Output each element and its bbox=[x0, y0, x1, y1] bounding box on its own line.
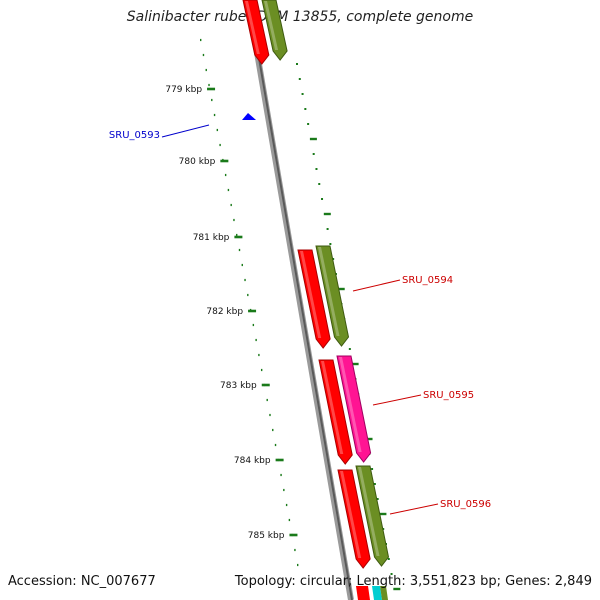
gene-sru0593-shape[interactable] bbox=[242, 113, 256, 120]
scale-tick-labels: 779 kbp 780 kbp 781 kbp 782 kbp 783 kbp 784 k… bbox=[165, 85, 284, 541]
gene-sru0596-olive[interactable] bbox=[355, 465, 390, 567]
gene-top-olive[interactable] bbox=[261, 0, 288, 61]
tick-label: 780 kbp bbox=[179, 157, 216, 167]
gene-bottom-olive[interactable] bbox=[380, 586, 388, 600]
gene-labels[interactable]: SRU_0593 SRU_0594 SRU_0595 SRU_0596 bbox=[109, 124, 491, 515]
tick-label: 782 kbp bbox=[206, 307, 243, 317]
gene-sru0596-red[interactable] bbox=[337, 469, 371, 569]
gene-sru0595-red-highlight bbox=[321, 361, 344, 454]
gene-bottom-red[interactable] bbox=[356, 586, 370, 600]
gene-sru0595-red-shape[interactable] bbox=[318, 359, 353, 465]
tick-label: 783 kbp bbox=[220, 381, 257, 391]
tick-label: 784 kbp bbox=[234, 456, 271, 466]
gene-sru0594-olive[interactable] bbox=[315, 245, 350, 347]
genome-backbone bbox=[245, 0, 354, 600]
gene-sru0596-red-highlight bbox=[340, 471, 362, 558]
gene-label-sru-0593[interactable]: SRU_0593 bbox=[109, 130, 160, 141]
gene-bottom-cyan[interactable] bbox=[372, 586, 382, 600]
tick-label: 779 kbp bbox=[165, 85, 202, 95]
gene-sru0595-magenta-shape[interactable] bbox=[336, 355, 372, 463]
gene-top-red[interactable] bbox=[242, 0, 270, 65]
accession-text: Accession: NC_007677 bbox=[8, 574, 156, 589]
map-title: Salinibacter ruber DSM 13855, complete g… bbox=[126, 9, 474, 25]
gene-top-red-shape[interactable] bbox=[242, 0, 270, 65]
gene-sru0594-red-highlight bbox=[300, 251, 322, 338]
gene-label-sru-0596[interactable]: SRU_0596 bbox=[440, 499, 491, 510]
gene-sru0594-red-shape[interactable] bbox=[297, 249, 331, 349]
gene-label-sru-0595[interactable]: SRU_0595 bbox=[423, 390, 474, 401]
gene-label-sru-0594[interactable]: SRU_0594 bbox=[402, 275, 453, 286]
gene-sru0594-red[interactable] bbox=[297, 249, 331, 349]
gene-sru0596-olive-highlight bbox=[358, 467, 380, 556]
gene-sru0595-magenta-highlight bbox=[339, 357, 362, 452]
gene-top-olive-highlight bbox=[264, 1, 279, 50]
gene-sru0596-olive-shape[interactable] bbox=[355, 465, 390, 567]
tick-label: 785 kbp bbox=[248, 531, 285, 541]
tick-label: 781 kbp bbox=[193, 233, 230, 243]
gene-top-olive-shape[interactable] bbox=[261, 0, 288, 61]
leader-line bbox=[389, 503, 439, 515]
scale-major-ticks bbox=[207, 87, 298, 537]
genome-summary-text: Topology: circular; Length: 3,551,823 bp… bbox=[234, 574, 592, 589]
gene-sru0595-magenta[interactable] bbox=[336, 355, 372, 463]
gene-sru0595-red[interactable] bbox=[318, 359, 353, 465]
gene-top-red-highlight bbox=[245, 1, 260, 54]
gene-sru0596-red-shape[interactable] bbox=[337, 469, 371, 569]
gene-sru0594-olive-shape[interactable] bbox=[315, 245, 350, 347]
scale-minor-ticks bbox=[200, 38, 299, 567]
gene-features[interactable] bbox=[242, 0, 390, 600]
backbone-core bbox=[248, 0, 353, 600]
leader-line bbox=[372, 394, 422, 406]
leader-line bbox=[352, 279, 401, 292]
gene-sru0594-olive-highlight bbox=[318, 247, 340, 336]
leader-line bbox=[161, 124, 210, 138]
